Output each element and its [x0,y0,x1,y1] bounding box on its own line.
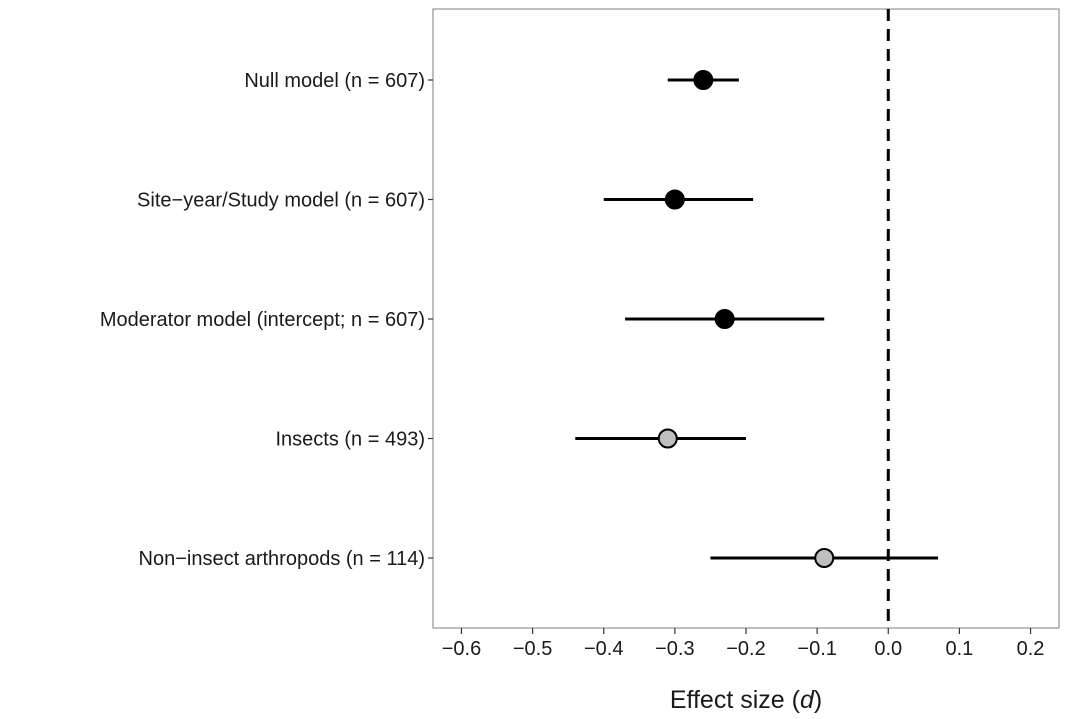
x-tick-label: −0.5 [513,638,552,660]
x-tick-label: −0.3 [655,638,694,660]
x-axis-title: Effect size (d) [670,686,822,714]
category-label: Insects (n = 493) [275,429,425,451]
x-tick-label: −0.4 [584,638,623,660]
forest-row: Site−year/Study model (n = 607) [137,189,754,212]
category-label: Site−year/Study model (n = 607) [137,190,425,212]
estimate-point [657,428,678,449]
estimate-point [693,70,714,90]
x-tick-label: 0.2 [1017,638,1045,660]
x-tick-label: −0.6 [442,638,481,660]
category-label: Moderator model (intercept; n = 607) [100,309,425,331]
estimate-point [814,548,835,568]
x-tick-label: 0.0 [874,638,902,660]
estimate-point [714,309,735,329]
forest-row: Non−insect arthropods (n = 114) [139,548,939,570]
category-label: Null model (n = 607) [244,70,425,92]
x-tick-label: −0.1 [797,638,836,660]
x-tick-label: −0.2 [726,638,765,660]
x-tick-label: 0.1 [946,638,974,660]
category-label: Non−insect arthropods (n = 114) [139,548,425,570]
estimate-point [664,189,685,210]
forest-row: Null model (n = 607) [244,70,739,92]
forest-row: Insects (n = 493) [275,428,746,451]
forest-row: Moderator model (intercept; n = 607) [100,309,825,331]
